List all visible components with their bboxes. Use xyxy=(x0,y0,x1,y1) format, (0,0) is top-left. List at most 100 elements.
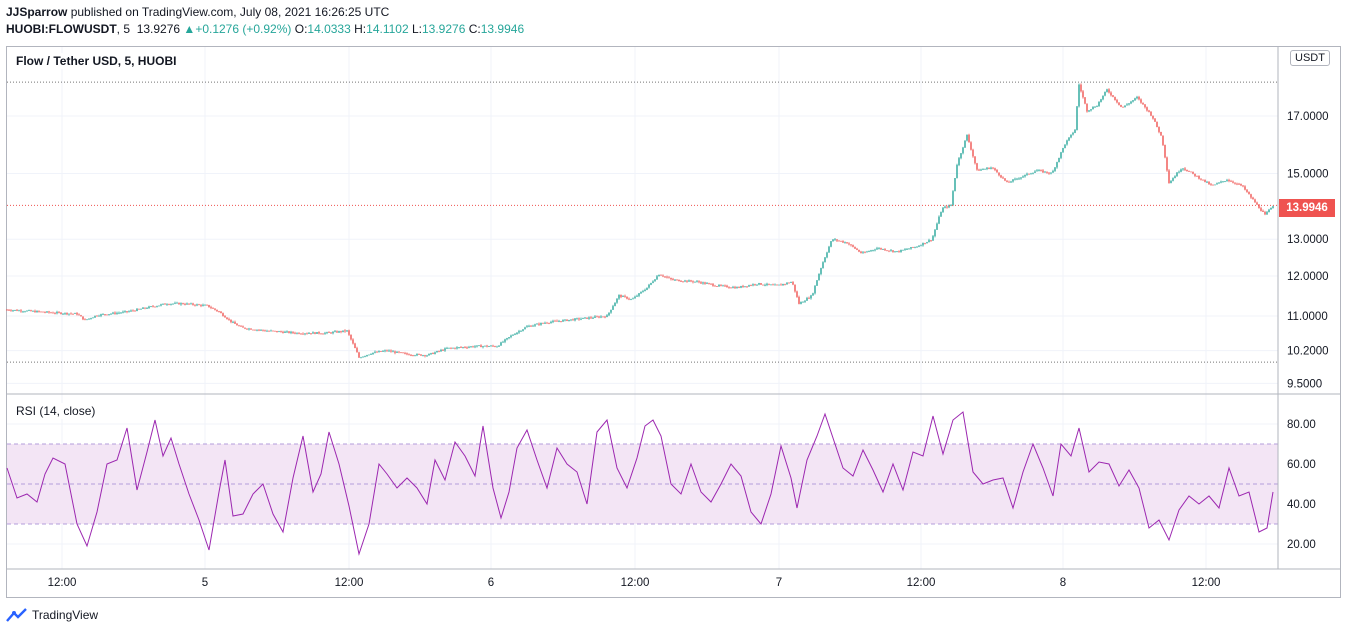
candle-body xyxy=(558,321,560,322)
candle-body xyxy=(1268,209,1270,213)
candle-body xyxy=(1184,168,1186,170)
candle-body xyxy=(522,329,524,331)
price-tick-label: 13.0000 xyxy=(1287,234,1329,246)
candle-body xyxy=(1052,170,1054,173)
candle-body xyxy=(914,246,916,248)
candle-body xyxy=(470,346,472,348)
candle-body xyxy=(464,347,466,348)
candle-body xyxy=(128,311,130,313)
candle-body xyxy=(744,286,746,288)
candle-body xyxy=(1124,105,1126,108)
candle-body xyxy=(116,312,118,314)
candle-body xyxy=(570,319,572,321)
candle-body xyxy=(550,321,552,323)
candle-body xyxy=(162,303,164,305)
candle-body xyxy=(420,354,422,356)
candle-body xyxy=(214,308,216,310)
candle-body xyxy=(520,330,522,332)
candle-body xyxy=(858,249,860,252)
candle-body xyxy=(946,206,948,208)
candle-body xyxy=(868,251,870,252)
candle-body xyxy=(1058,157,1060,163)
candle-body xyxy=(438,351,440,352)
candle-body xyxy=(266,330,268,332)
candle-body xyxy=(1246,189,1248,192)
candle-body xyxy=(892,250,894,252)
candle-body xyxy=(960,153,962,159)
candle-body xyxy=(136,308,138,311)
candle-body xyxy=(904,249,906,251)
candle-body xyxy=(422,355,424,357)
candle-body xyxy=(1148,110,1150,112)
candle-body xyxy=(108,314,110,315)
candle-body xyxy=(474,346,476,348)
candle-body xyxy=(392,351,394,353)
candle-body xyxy=(974,156,976,164)
candle-body xyxy=(870,250,872,252)
footer-brand[interactable]: TradingView xyxy=(6,607,98,623)
candle-body xyxy=(1196,175,1198,177)
candle-body xyxy=(1170,180,1172,184)
candle-body xyxy=(694,281,696,283)
candle-body xyxy=(1042,170,1044,173)
candle-body xyxy=(1070,134,1072,138)
candle-body xyxy=(722,285,724,287)
candle-body xyxy=(702,282,704,284)
candle-body xyxy=(436,351,438,353)
candle-body xyxy=(352,339,354,344)
published-text: published on TradingView.com, July 08, 2… xyxy=(70,5,390,19)
candle-body xyxy=(328,332,330,333)
candle-body xyxy=(546,322,548,324)
grid-lines xyxy=(7,47,1278,569)
candle-body xyxy=(10,310,12,312)
candle-body xyxy=(226,317,228,319)
candle-body xyxy=(802,301,804,303)
publish-info: JJSparrow published on TradingView.com, … xyxy=(6,5,389,19)
candle-body xyxy=(280,331,282,333)
candle-body xyxy=(432,352,434,354)
candle-body xyxy=(1010,181,1012,183)
candle-body xyxy=(54,313,56,314)
candle-body xyxy=(192,303,194,305)
candle-body xyxy=(1094,106,1096,108)
candle-body xyxy=(126,311,128,312)
candle-body xyxy=(250,328,252,330)
currency-label[interactable]: USDT xyxy=(1290,50,1330,66)
author-name[interactable]: JJSparrow xyxy=(6,5,68,19)
candle-body xyxy=(966,134,968,141)
candle-body xyxy=(262,329,264,331)
candle-body xyxy=(586,317,588,319)
candle-body xyxy=(1190,171,1192,173)
candle-body xyxy=(66,312,68,315)
candle-body xyxy=(772,284,774,286)
candle-body xyxy=(606,315,608,318)
candle-body xyxy=(1242,185,1244,187)
candle-body xyxy=(632,298,634,300)
candle-body xyxy=(238,325,240,327)
candle-body xyxy=(730,287,732,289)
candle-body xyxy=(152,306,154,308)
candle-body xyxy=(252,329,254,331)
candle-body xyxy=(1054,167,1056,171)
candle-body xyxy=(334,331,336,333)
candle-body xyxy=(716,286,718,287)
candle-body xyxy=(56,312,58,314)
candle-body xyxy=(1028,173,1030,175)
candle-body xyxy=(540,322,542,325)
candle-body xyxy=(880,248,882,250)
candle-body xyxy=(404,353,406,354)
candle-body xyxy=(1000,175,1002,178)
candle-body xyxy=(168,304,170,306)
candle-body xyxy=(788,282,790,284)
candle-body xyxy=(638,293,640,296)
candle-body xyxy=(774,284,776,286)
time-tick-label: 8 xyxy=(1060,577,1066,589)
candle-body xyxy=(956,164,958,179)
candle-body xyxy=(68,313,70,315)
candle-body xyxy=(502,341,504,343)
candle-body xyxy=(394,351,396,353)
candle-body xyxy=(572,319,574,321)
candle-body xyxy=(854,246,856,249)
candle-body xyxy=(830,241,832,247)
